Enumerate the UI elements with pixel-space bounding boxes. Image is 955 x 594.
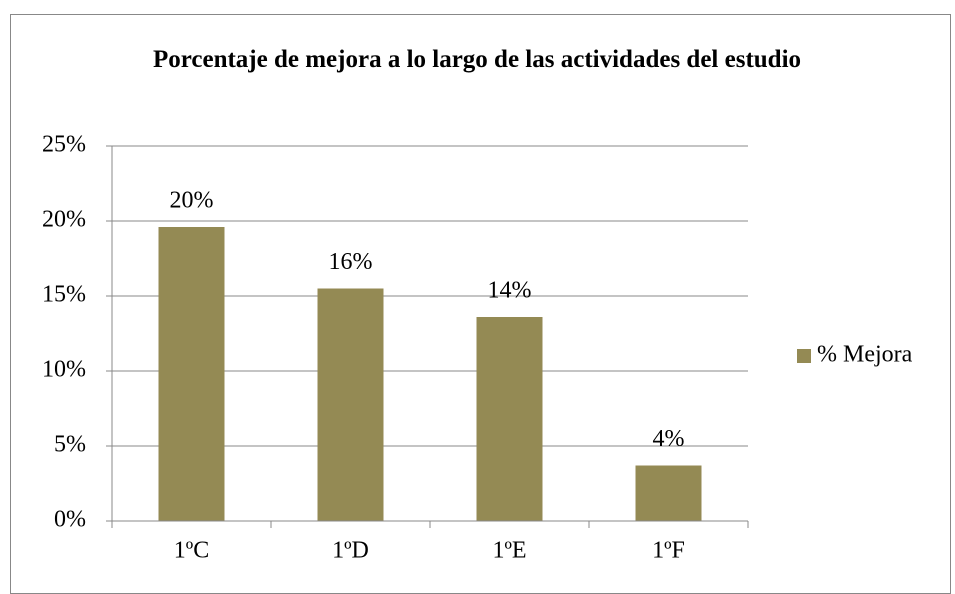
- bar: [158, 227, 225, 521]
- y-tick-label: 20%: [42, 207, 86, 233]
- y-tick-label: 0%: [54, 507, 86, 533]
- legend-label: % Mejora: [817, 342, 913, 368]
- data-label: 14%: [488, 278, 532, 304]
- y-tick-label: 5%: [54, 432, 86, 458]
- legend-swatch: [797, 349, 811, 363]
- x-tick-label: 1ºF: [652, 538, 685, 564]
- y-tick-label: 10%: [42, 357, 86, 383]
- chart-title: Porcentaje de mejora a lo largo de las a…: [152, 46, 802, 73]
- x-tick-label: 1ºD: [332, 538, 369, 564]
- bar: [635, 465, 702, 521]
- x-tick-label: 1ºC: [174, 538, 209, 564]
- y-tick-label: 25%: [42, 132, 86, 158]
- bar: [476, 317, 543, 521]
- data-label: 4%: [653, 426, 685, 452]
- y-tick-label: 15%: [42, 282, 86, 308]
- data-label: 20%: [170, 188, 214, 214]
- data-label: 16%: [329, 249, 373, 275]
- x-tick-label: 1ºE: [492, 538, 526, 564]
- bar: [317, 288, 384, 521]
